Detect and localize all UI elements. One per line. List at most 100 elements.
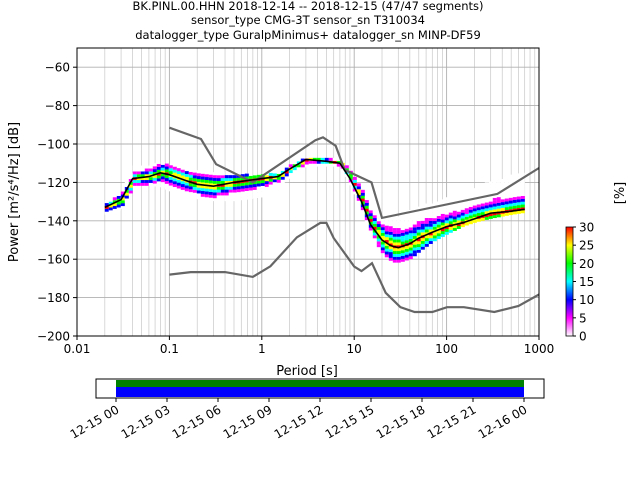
density-cell (448, 212, 453, 216)
density-cell (464, 196, 469, 200)
density-cell (516, 176, 521, 180)
density-cell (472, 211, 477, 215)
density-cell (500, 213, 505, 217)
density-cell (144, 177, 149, 181)
density-cell (360, 198, 365, 202)
density-cell (384, 237, 389, 241)
density-cell (480, 188, 485, 192)
density-cell (212, 186, 217, 190)
density-cell (176, 191, 181, 195)
density-cell (504, 212, 509, 216)
y-tick-label: −80 (45, 99, 70, 113)
density-cell (436, 230, 441, 234)
density-cell (464, 190, 469, 194)
density-cell (236, 194, 241, 198)
density-cell (124, 181, 129, 185)
density-cell (268, 184, 273, 188)
density-cell (400, 227, 405, 231)
density-cell (500, 187, 505, 191)
density-cell (176, 168, 181, 172)
density-cell (184, 194, 189, 198)
density-cell (520, 192, 525, 196)
density-cell (204, 174, 209, 178)
density-cell (264, 175, 269, 179)
density-cell (244, 196, 249, 200)
density-cell (424, 220, 429, 224)
density-cell (480, 209, 485, 213)
density-cell (172, 189, 177, 193)
density-cell (500, 196, 505, 200)
density-cell (480, 217, 485, 221)
density-cell (508, 197, 513, 201)
density-cell (468, 212, 473, 216)
density-cell (192, 195, 197, 199)
density-cell (412, 247, 417, 251)
density-cell (412, 253, 417, 257)
density-cell (300, 161, 305, 165)
density-cell (520, 184, 525, 188)
density-cell (504, 201, 509, 205)
density-cell (140, 165, 145, 169)
density-cell (256, 195, 261, 199)
density-cell (392, 225, 397, 229)
density-cell (420, 238, 425, 242)
density-cell (384, 242, 389, 246)
density-cell (488, 215, 493, 219)
density-cell (400, 232, 405, 236)
density-cell (180, 175, 185, 179)
density-cell (520, 201, 525, 205)
density-cell (228, 183, 233, 187)
density-cell (112, 205, 117, 209)
density-cell (372, 223, 377, 227)
density-cell (192, 175, 197, 179)
density-cell (396, 250, 401, 254)
density-cell (172, 169, 177, 173)
density-cell (452, 196, 457, 200)
density-cell (456, 220, 461, 224)
density-cell (324, 160, 329, 164)
density-cell (204, 194, 209, 198)
density-cell (408, 250, 413, 254)
density-cell (416, 220, 421, 224)
density-cell (328, 163, 333, 167)
density-cell (244, 193, 249, 197)
density-cell (484, 185, 489, 189)
density-cell (136, 168, 141, 172)
density-cell (284, 179, 289, 183)
density-cell (336, 157, 341, 161)
density-cell (496, 197, 501, 201)
density-cell (400, 238, 405, 242)
density-cell (464, 210, 469, 214)
density-cell (132, 165, 137, 169)
density-cell (116, 192, 121, 196)
density-cell (248, 190, 253, 194)
density-cell (408, 215, 413, 219)
density-cell (452, 204, 457, 208)
density-cell (404, 251, 409, 255)
density-cell (384, 239, 389, 243)
density-cell (464, 216, 469, 220)
density-cell (412, 221, 417, 225)
density-cell (120, 197, 125, 201)
density-cell (112, 197, 117, 201)
density-cell (168, 171, 173, 175)
colorbar-tick-label: 10 (579, 293, 594, 307)
density-cell (432, 226, 437, 230)
density-cell (416, 218, 421, 222)
density-cell (128, 184, 133, 188)
density-cell (420, 217, 425, 221)
density-cell (424, 217, 429, 221)
density-cell (388, 237, 393, 241)
density-cell (224, 192, 229, 196)
density-cell (136, 179, 141, 183)
density-cell (320, 157, 325, 161)
density-cell (428, 232, 433, 236)
density-cell (480, 191, 485, 195)
density-cell (420, 223, 425, 227)
density-cell (412, 241, 417, 245)
density-cell (400, 253, 405, 257)
density-cell (172, 178, 177, 182)
density-cell (432, 223, 437, 227)
density-cell (176, 188, 181, 192)
density-cell (408, 212, 413, 216)
